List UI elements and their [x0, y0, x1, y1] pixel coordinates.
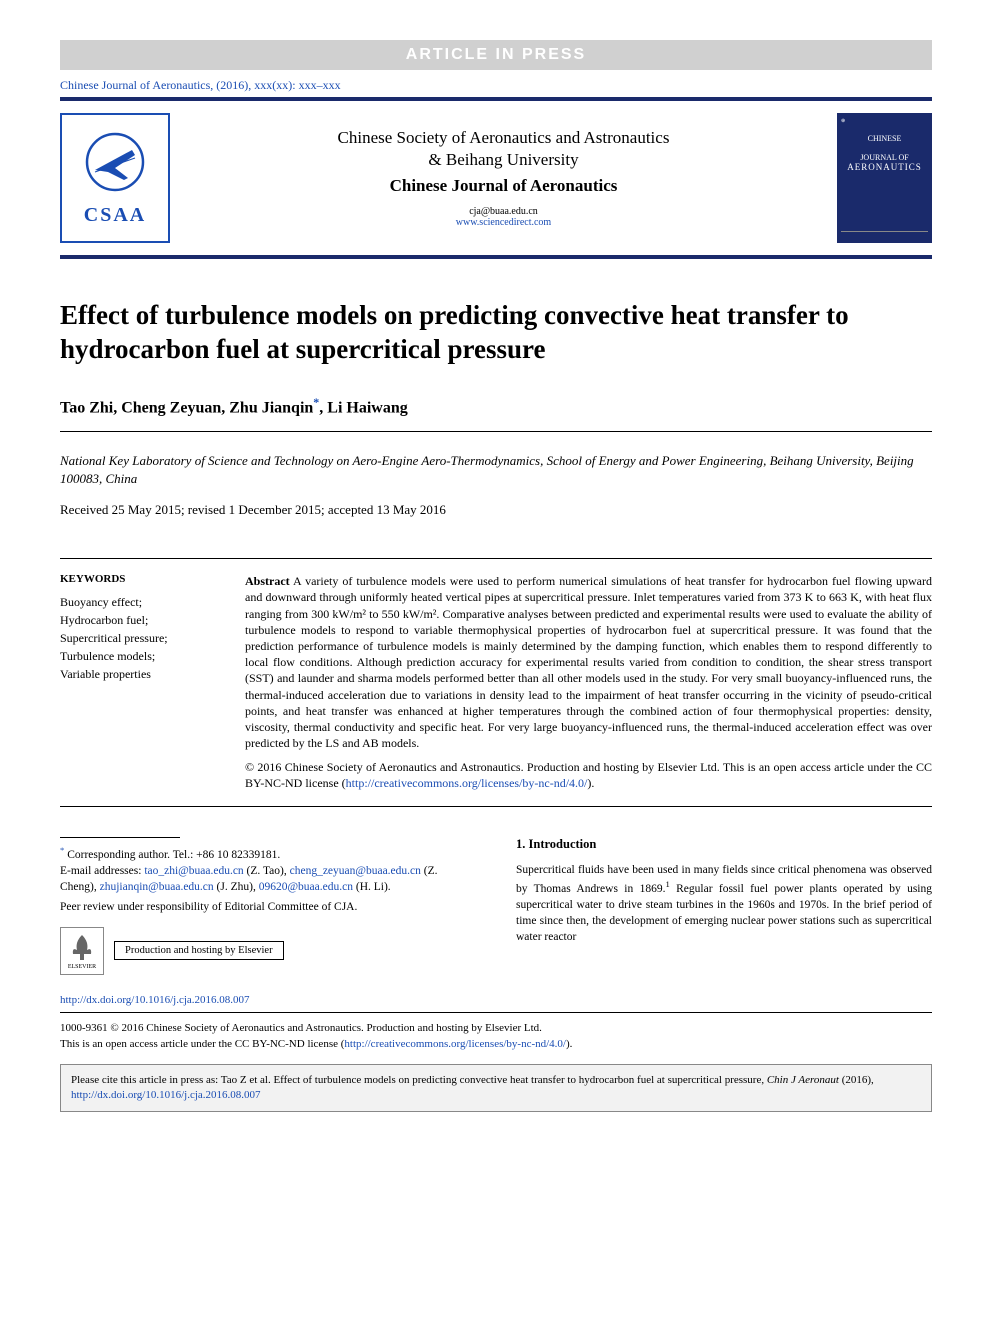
footnote-separator — [60, 837, 180, 838]
keyword-item: Variable properties — [60, 665, 215, 683]
cite-this-article-box: Please cite this article in press as: Ta… — [60, 1064, 932, 1112]
authors-before-corr: Tao Zhi, Cheng Zeyuan, Zhu Jianqin — [60, 399, 313, 416]
production-hosting-label: Production and hosting by Elsevier — [114, 941, 284, 960]
email-link[interactable]: tao_zhi@buaa.edu.cn — [144, 865, 243, 877]
keywords-column: KEYWORDS Buoyancy effect; Hydrocarbon fu… — [60, 573, 215, 791]
elsevier-tree-icon: ⊕ — [841, 119, 928, 124]
logo-abbrev: CSAA — [84, 204, 146, 227]
corr-star: * — [60, 845, 64, 855]
license-link[interactable]: http://creativecommons.org/licenses/by-n… — [346, 776, 588, 790]
abstract-text: A variety of turbulence models were used… — [245, 574, 932, 750]
email-who: (J. Zhu), — [217, 881, 256, 893]
cite-journal: Chin J Aeronaut — [767, 1074, 839, 1086]
citation-header: Chinese Journal of Aeronautics, (2016), … — [60, 74, 932, 101]
cover-line1: CHINESE — [841, 134, 928, 143]
intro-heading: 1. Introduction — [516, 837, 932, 852]
email-link[interactable]: cheng_zeyuan@buaa.edu.cn — [290, 865, 421, 877]
journal-name: Chinese Journal of Aeronautics — [190, 176, 817, 196]
copyright-end: ). — [587, 776, 594, 790]
elsevier-hosting-box: ELSEVIER Production and hosting by Elsev… — [60, 927, 476, 975]
article-dates: Received 25 May 2015; revised 1 December… — [60, 502, 932, 518]
society-name-1: Chinese Society of Aeronautics and Astro… — [190, 128, 817, 148]
journal-email: cja@buaa.edu.cn — [469, 206, 538, 217]
intro-paragraph: Supercritical fluids have been used in m… — [516, 862, 932, 945]
cite-prefix: Please cite this article in press as: Ta… — [71, 1074, 767, 1086]
tree-icon — [67, 932, 97, 964]
email-link[interactable]: 09620@buaa.edu.cn — [259, 881, 353, 893]
society-name-2: & Beihang University — [190, 150, 817, 170]
corresponding-info: * Corresponding author. Tel.: +86 10 823… — [60, 844, 476, 895]
footer-license-link[interactable]: http://creativecommons.org/licenses/by-n… — [344, 1038, 566, 1050]
footer-separator — [60, 1012, 932, 1013]
corr-label: Corresponding author. Tel.: +86 10 82339… — [67, 848, 280, 860]
elsevier-logo: ELSEVIER — [60, 927, 104, 975]
keyword-item: Supercritical pressure; — [60, 629, 215, 647]
cover-line3: AERONAUTICS — [841, 162, 928, 172]
keywords-heading: KEYWORDS — [60, 573, 215, 585]
abstract-block: KEYWORDS Buoyancy effect; Hydrocarbon fu… — [60, 558, 932, 806]
abstract-column: Abstract A variety of turbulence models … — [245, 573, 932, 791]
authors-after-corr: , Li Haiwang — [319, 399, 407, 416]
article-in-press-banner: ARTICLE IN PRESS — [60, 40, 932, 70]
author-separator — [60, 431, 932, 432]
keyword-item: Buoyancy effect; — [60, 593, 215, 611]
abstract-label: Abstract — [245, 574, 290, 588]
cite-year: (2016), — [839, 1074, 874, 1086]
csaa-logo: CSAA — [60, 113, 170, 243]
journal-header: CSAA Chinese Society of Aeronautics and … — [60, 101, 932, 259]
issn-line: 1000-9361 © 2016 Chinese Society of Aero… — [60, 1021, 932, 1036]
elsevier-label: ELSEVIER — [68, 964, 96, 970]
cover-line2: JOURNAL OF — [841, 153, 928, 162]
author-list: Tao Zhi, Cheng Zeyuan, Zhu Jianqin*, Li … — [60, 395, 932, 417]
peer-review-note: Peer review under responsibility of Edit… — [60, 901, 476, 913]
article-title: Effect of turbulence models on predictin… — [60, 299, 932, 367]
keyword-item: Turbulence models; — [60, 647, 215, 665]
email-who: (H. Li). — [356, 881, 391, 893]
two-column-body: * Corresponding author. Tel.: +86 10 823… — [60, 837, 932, 975]
emails-label: E-mail addresses: — [60, 865, 141, 877]
email-link[interactable]: zhujianqin@buaa.edu.cn — [100, 881, 214, 893]
left-column: * Corresponding author. Tel.: +86 10 823… — [60, 837, 476, 975]
right-column: 1. Introduction Supercritical fluids hav… — [516, 837, 932, 975]
doi-link[interactable]: http://dx.doi.org/10.1016/j.cja.2016.08.… — [60, 994, 250, 1006]
license-line: This is an open access article under the… — [60, 1038, 344, 1050]
email-who: (Z. Tao), — [247, 865, 287, 877]
journal-cover: ⊕ CHINESE JOURNAL OF AERONAUTICS — [837, 113, 932, 243]
doi-footer: http://dx.doi.org/10.1016/j.cja.2016.08.… — [60, 993, 932, 1052]
cite-doi-link[interactable]: http://dx.doi.org/10.1016/j.cja.2016.08.… — [71, 1089, 261, 1101]
airplane-icon — [80, 130, 150, 200]
keyword-item: Hydrocarbon fuel; — [60, 611, 215, 629]
journal-center: Chinese Society of Aeronautics and Astro… — [190, 128, 817, 228]
affiliation: National Key Laboratory of Science and T… — [60, 452, 932, 488]
license-end: ). — [566, 1038, 572, 1050]
journal-url[interactable]: www.sciencedirect.com — [456, 217, 551, 228]
